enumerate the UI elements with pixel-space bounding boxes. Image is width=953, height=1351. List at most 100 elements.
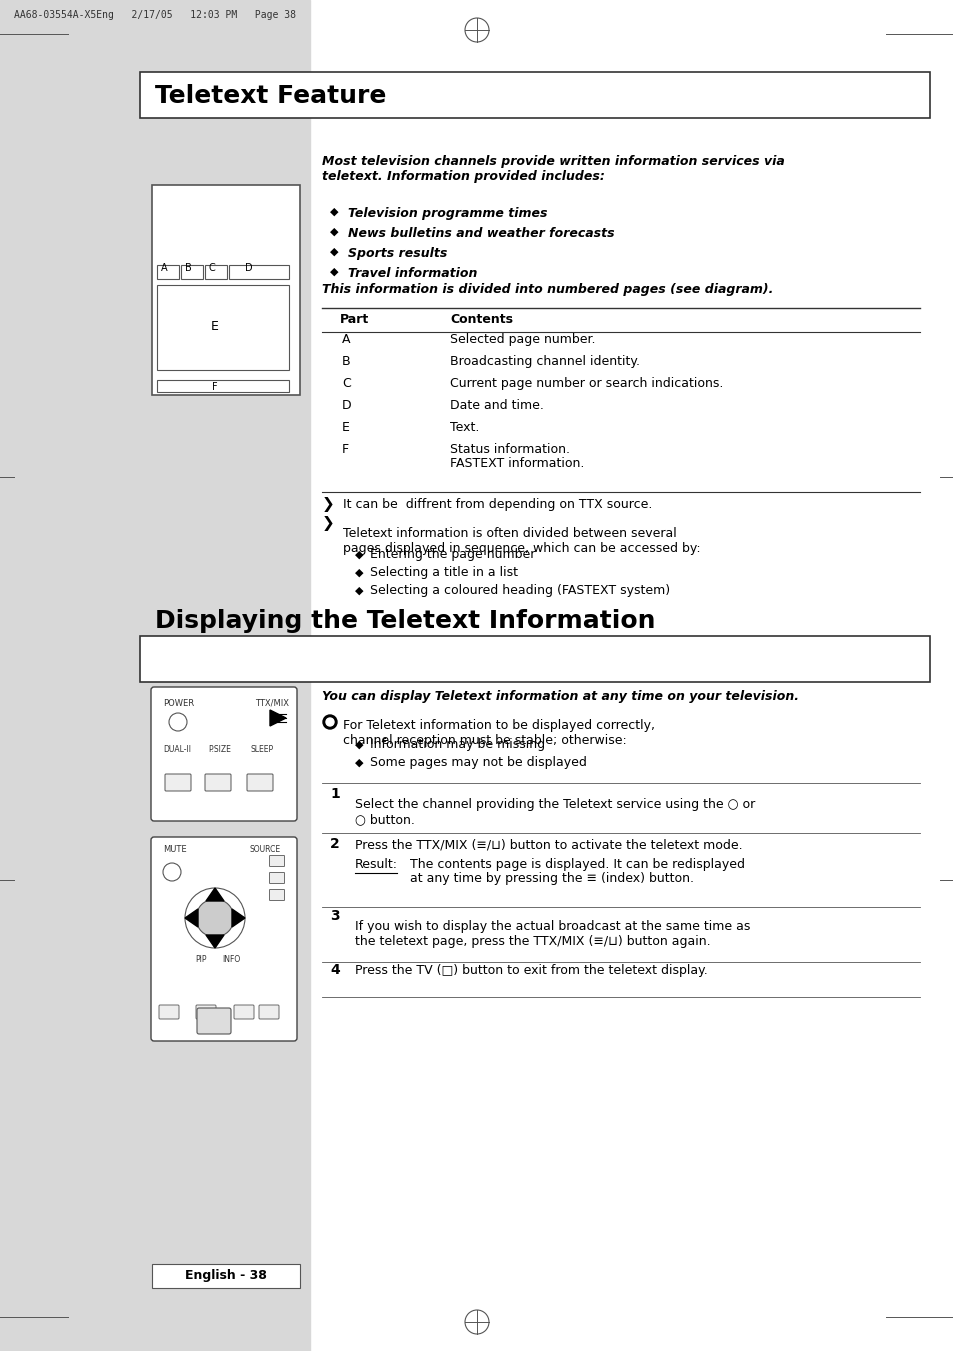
FancyBboxPatch shape (165, 774, 191, 790)
Text: Press the TV (□) button to exit from the teletext display.: Press the TV (□) button to exit from the… (355, 965, 707, 977)
Polygon shape (206, 888, 224, 901)
Text: Selecting a title in a list: Selecting a title in a list (370, 566, 517, 580)
Text: Selected page number.: Selected page number. (450, 332, 595, 346)
Text: ◆: ◆ (355, 740, 363, 750)
Text: Sports results: Sports results (348, 247, 447, 259)
FancyBboxPatch shape (140, 72, 929, 118)
Text: The contents page is displayed. It can be redisplayed: The contents page is displayed. It can b… (410, 858, 744, 871)
Text: 1: 1 (330, 788, 339, 801)
Circle shape (195, 898, 233, 938)
FancyBboxPatch shape (233, 1005, 253, 1019)
Bar (152, 185, 299, 394)
Text: Some pages may not be displayed: Some pages may not be displayed (370, 757, 586, 769)
Text: 3: 3 (330, 909, 339, 923)
Polygon shape (232, 909, 245, 927)
Circle shape (323, 715, 336, 730)
Text: at any time by pressing the ≡ (index) button.: at any time by pressing the ≡ (index) bu… (410, 871, 693, 885)
Text: ◆: ◆ (330, 227, 338, 236)
Text: Most television channels provide written information services via
teletext. Info: Most television channels provide written… (322, 155, 784, 182)
Text: Select the channel providing the Teletext service using the ○ or
○ button.: Select the channel providing the Teletex… (355, 798, 755, 825)
Text: Contents: Contents (450, 313, 513, 326)
Text: B: B (341, 355, 351, 367)
Bar (157, 380, 289, 392)
Text: DUAL-II: DUAL-II (163, 744, 191, 754)
Text: C: C (341, 377, 351, 390)
Text: POWER: POWER (163, 698, 193, 708)
Text: For Teletext information to be displayed correctly,
channel reception must be st: For Teletext information to be displayed… (343, 719, 655, 747)
Text: Selecting a coloured heading (FASTEXT system): Selecting a coloured heading (FASTEXT sy… (370, 584, 669, 597)
Text: ◆: ◆ (330, 267, 338, 277)
Text: 4: 4 (330, 963, 339, 977)
Text: English - 38: English - 38 (185, 1269, 267, 1282)
Text: F: F (341, 443, 349, 457)
FancyBboxPatch shape (258, 1005, 278, 1019)
FancyBboxPatch shape (152, 1265, 299, 1288)
Circle shape (163, 863, 181, 881)
Text: P.SIZE: P.SIZE (208, 744, 231, 754)
Text: F: F (212, 382, 217, 392)
Text: D: D (245, 263, 253, 273)
Circle shape (169, 713, 187, 731)
FancyBboxPatch shape (269, 855, 284, 866)
FancyBboxPatch shape (269, 889, 284, 901)
Text: C: C (209, 263, 215, 273)
Text: 2: 2 (330, 838, 339, 851)
Text: PIP: PIP (194, 955, 206, 965)
Text: Entering the page number: Entering the page number (370, 549, 535, 561)
Bar (157, 265, 179, 280)
Text: Information may be missing: Information may be missing (370, 738, 544, 751)
Bar (157, 285, 289, 370)
Text: Text.: Text. (450, 422, 478, 434)
Text: A: A (161, 263, 168, 273)
Text: ◆: ◆ (355, 758, 363, 767)
Text: MUTE: MUTE (163, 844, 187, 854)
FancyBboxPatch shape (159, 1005, 179, 1019)
Text: This information is divided into numbered pages (see diagram).: This information is divided into numbere… (322, 282, 773, 296)
Text: ❯: ❯ (322, 497, 335, 512)
Text: E: E (211, 320, 218, 332)
Text: ❯: ❯ (322, 516, 335, 531)
Text: E: E (341, 422, 350, 434)
Text: D: D (341, 399, 352, 412)
Text: If you wish to display the actual broadcast at the same time as
the teletext pag: If you wish to display the actual broadc… (355, 920, 750, 948)
FancyBboxPatch shape (151, 688, 296, 821)
Text: Date and time.: Date and time. (450, 399, 543, 412)
FancyBboxPatch shape (151, 838, 296, 1042)
Text: Current page number or search indications.: Current page number or search indication… (450, 377, 722, 390)
Text: AA68-03554A-X5Eng   2/17/05   12:03 PM   Page 38: AA68-03554A-X5Eng 2/17/05 12:03 PM Page … (14, 9, 295, 20)
FancyBboxPatch shape (196, 1008, 231, 1034)
FancyBboxPatch shape (269, 873, 284, 884)
Polygon shape (270, 711, 286, 725)
Text: Status information.: Status information. (450, 443, 569, 457)
Text: Broadcasting channel identity.: Broadcasting channel identity. (450, 355, 639, 367)
Text: Displaying the Teletext Information: Displaying the Teletext Information (154, 609, 655, 634)
FancyBboxPatch shape (247, 774, 273, 790)
Text: Travel information: Travel information (348, 267, 476, 280)
Text: FASTEXT information.: FASTEXT information. (450, 457, 584, 470)
Circle shape (326, 717, 334, 725)
Bar (181, 265, 203, 280)
Text: TTX/MIX: TTX/MIX (254, 698, 289, 708)
Text: Press the TTX/MIX (≡/⊔) button to activate the teletext mode.: Press the TTX/MIX (≡/⊔) button to activa… (355, 838, 741, 851)
Text: SLEEP: SLEEP (251, 744, 274, 754)
Text: ◆: ◆ (355, 586, 363, 596)
Circle shape (185, 888, 245, 948)
Bar (205, 265, 227, 280)
Text: News bulletins and weather forecasts: News bulletins and weather forecasts (348, 227, 614, 240)
FancyBboxPatch shape (205, 774, 231, 790)
Text: Result:: Result: (355, 858, 397, 871)
FancyBboxPatch shape (195, 1005, 215, 1019)
Bar (0, 0, 310, 1351)
Text: B: B (185, 263, 192, 273)
Text: It can be  diffrent from depending on TTX source.: It can be diffrent from depending on TTX… (343, 499, 652, 511)
Text: You can display Teletext information at any time on your television.: You can display Teletext information at … (322, 690, 799, 703)
Text: A: A (341, 332, 350, 346)
Text: Television programme times: Television programme times (348, 207, 547, 220)
Text: INFO: INFO (222, 955, 240, 965)
Text: ◆: ◆ (355, 567, 363, 578)
Bar (229, 265, 289, 280)
Polygon shape (185, 909, 198, 927)
Polygon shape (206, 935, 224, 948)
Text: ◆: ◆ (330, 207, 338, 218)
FancyBboxPatch shape (140, 636, 929, 682)
